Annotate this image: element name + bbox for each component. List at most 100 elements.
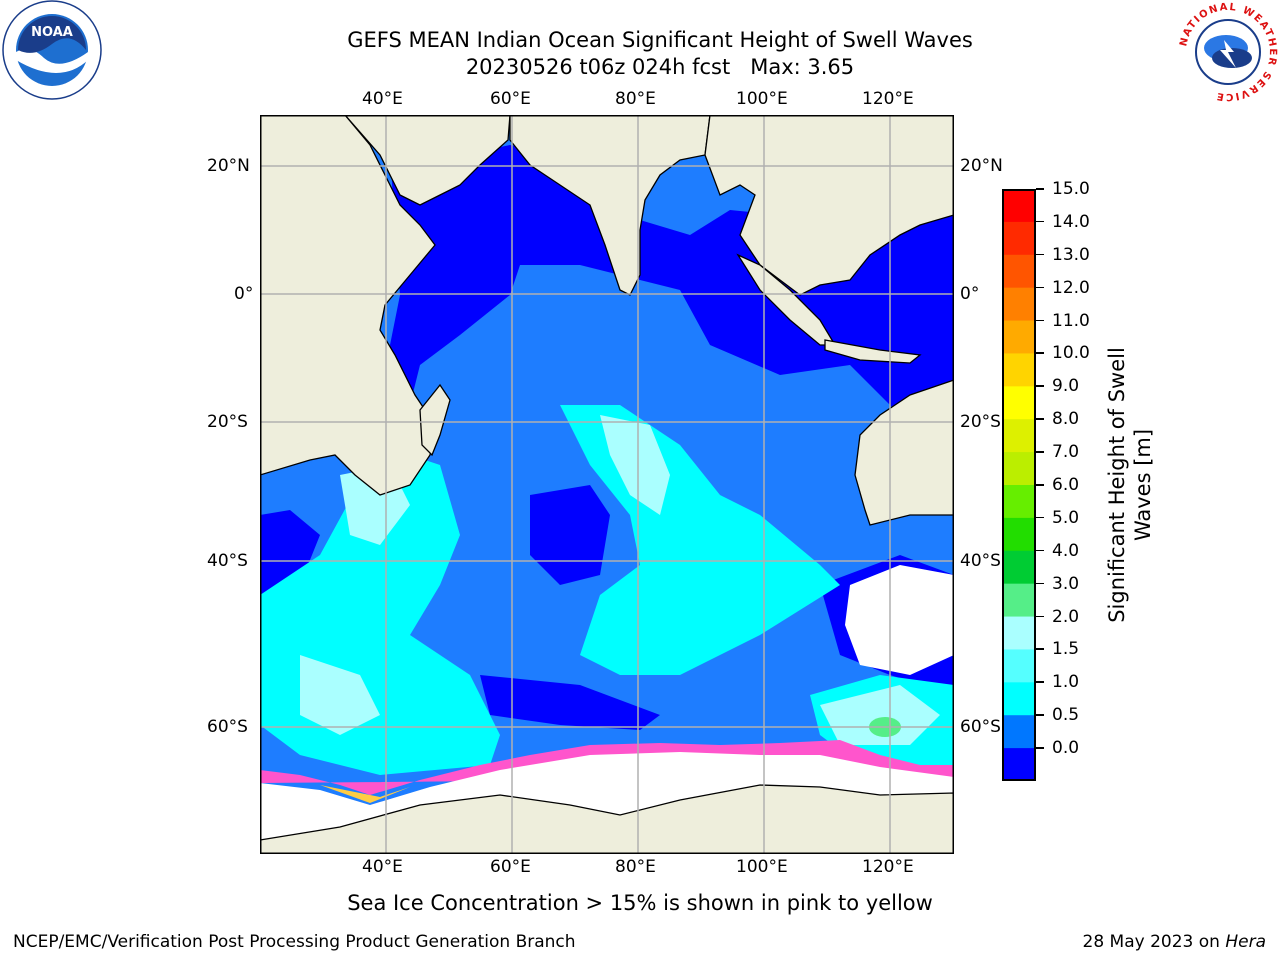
colorbar-tick-label: 10.0 xyxy=(1052,343,1090,364)
colorbar-tick-mark xyxy=(1036,549,1044,552)
colorbar-tick-label: 13.0 xyxy=(1052,244,1090,265)
lon-label-top-120e: 120°E xyxy=(862,89,914,109)
colorbar-tick-mark xyxy=(1036,352,1044,354)
land-white-mask-east xyxy=(845,565,954,675)
lat-label-left-20n: 20°N xyxy=(207,156,250,176)
swell-peak-south xyxy=(300,655,380,735)
colorbar-tick-label: 1.0 xyxy=(1052,672,1080,693)
colorbar-tick-label: 6.0 xyxy=(1052,475,1080,495)
colorbar-tick-label: 0.0 xyxy=(1052,738,1080,759)
land-antarctica xyxy=(260,784,954,854)
colorbar-tick-label: 14.0 xyxy=(1052,211,1090,232)
lon-label-bottom-120e: 120°E xyxy=(862,857,914,877)
colorbar-segment xyxy=(1002,287,1036,322)
land-southeast-asia xyxy=(704,115,954,296)
colorbar-tick-mark xyxy=(1036,648,1044,650)
swell-peak-southeast xyxy=(820,685,940,745)
noaa-logo: NOAA xyxy=(0,0,104,104)
lat-label-left-0: 0° xyxy=(234,284,254,304)
colorbar-tick-label: 0.5 xyxy=(1052,705,1080,726)
colorbar-tick-mark xyxy=(1036,582,1044,585)
footer-host: Hera xyxy=(1225,932,1266,952)
colorbar-tick-label: 12.0 xyxy=(1052,277,1090,298)
low-swell-blob-4 xyxy=(260,510,320,595)
colorbar-tick-mark xyxy=(1036,451,1044,453)
colorbar-segment xyxy=(1002,353,1036,387)
colorbar-tick-label: 8.0 xyxy=(1052,409,1080,430)
colorbar-tick-mark xyxy=(1036,516,1044,519)
colorbar-tick-label: 2.0 xyxy=(1052,606,1080,627)
graticule xyxy=(260,115,954,854)
colorbar-tick-mark xyxy=(1036,615,1044,618)
lon-label-top-80e: 80°E xyxy=(615,89,656,109)
land-java xyxy=(824,339,922,364)
colorbar-segment xyxy=(1002,221,1036,256)
colorbar-frame xyxy=(1002,189,1036,781)
land-india xyxy=(509,115,711,296)
colorbar-tick-mark xyxy=(1036,484,1044,486)
footer-right: 28 May 2023 on Hera xyxy=(1083,932,1267,952)
colorbar-segment xyxy=(1002,748,1036,781)
chart-title-line2: 20230526 t06z 024h fcst Max: 3.65 xyxy=(465,55,855,79)
chart-title-line1: GEFS MEAN Indian Ocean Significant Heigh… xyxy=(347,28,973,52)
colorbar-segment xyxy=(1002,386,1036,420)
lon-label-bottom-100e: 100°E xyxy=(736,857,788,877)
lat-label-right-20n: 20°N xyxy=(960,156,1003,176)
colorbar-label-line2: Waves [m] xyxy=(1131,428,1155,542)
map-frame xyxy=(260,115,954,854)
footer-left: NCEP/EMC/Verification Post Processing Pr… xyxy=(13,932,576,952)
colorbar-tick-label: 9.0 xyxy=(1052,376,1080,397)
colorbar-tick-mark xyxy=(1036,714,1044,716)
nws-logo: NATIONAL WEATHER SERVICE xyxy=(1176,0,1280,104)
lat-label-right-0: 0° xyxy=(960,284,980,304)
swell-height-map xyxy=(260,115,954,854)
colorbar-tick-label: 1.5 xyxy=(1052,639,1080,660)
low-swell-blob-3 xyxy=(480,675,660,730)
colorbar-segment xyxy=(1002,452,1036,486)
land-africa xyxy=(260,115,436,496)
colorbar-tick-label: 11.0 xyxy=(1052,310,1090,331)
colorbar-segment xyxy=(1002,189,1036,223)
colorbar-segment xyxy=(1002,517,1036,552)
colorbar-segment xyxy=(1002,254,1036,289)
colorbar-tick-mark xyxy=(1036,188,1044,190)
colorbar-tick-mark xyxy=(1036,385,1044,387)
land-madagascar xyxy=(419,383,451,457)
colorbar-segment xyxy=(1002,715,1036,749)
colorbar-segment xyxy=(1002,682,1036,716)
land-australia xyxy=(854,379,954,526)
lon-label-top-40e: 40°E xyxy=(362,89,403,109)
lon-label-bottom-40e: 40°E xyxy=(362,857,403,877)
noaa-logo-text: NOAA xyxy=(31,25,73,40)
colorbar-tick-label: 3.0 xyxy=(1052,573,1080,594)
colorbar-tick-mark xyxy=(1036,253,1044,256)
lat-label-right-20s: 20°S xyxy=(960,412,1001,432)
sea-ice-note: Sea Ice Concentration > 15% is shown in … xyxy=(347,891,933,915)
lon-label-top-60e: 60°E xyxy=(490,89,531,109)
colorbar-label-line1: Significant Height of Swell xyxy=(1105,347,1129,623)
colorbar-tick-mark xyxy=(1036,286,1044,289)
sea-ice-yellow xyxy=(320,785,410,803)
lat-label-left-20s: 20°S xyxy=(207,412,248,432)
lon-label-bottom-60e: 60°E xyxy=(490,857,531,877)
lon-label-bottom-80e: 80°E xyxy=(615,857,656,877)
colorbar-tick-label: 5.0 xyxy=(1052,507,1080,528)
colorbar xyxy=(1002,189,1036,781)
lon-label-top-100e: 100°E xyxy=(736,89,788,109)
lat-label-right-60s: 60°S xyxy=(960,717,1001,737)
footer-date: 28 May 2023 on xyxy=(1082,932,1226,952)
colorbar-segment xyxy=(1002,419,1036,453)
colorbar-segment xyxy=(1002,649,1036,683)
lat-label-left-40s: 40°S xyxy=(207,551,248,571)
colorbar-segment xyxy=(1002,320,1036,355)
swell-peak-central xyxy=(600,415,670,515)
colorbar-tick-mark xyxy=(1036,681,1044,683)
colorbar-segment xyxy=(1002,550,1036,585)
colorbar-segment xyxy=(1002,583,1036,618)
colorbar-tick-label: 4.0 xyxy=(1052,540,1080,561)
lat-label-right-40s: 40°S xyxy=(960,551,1001,571)
lat-label-left-60s: 60°S xyxy=(207,717,248,737)
colorbar-tick-label: 7.0 xyxy=(1052,442,1080,463)
colorbar-tick-label: 15.0 xyxy=(1052,179,1090,199)
colorbar-tick-mark xyxy=(1036,220,1044,223)
